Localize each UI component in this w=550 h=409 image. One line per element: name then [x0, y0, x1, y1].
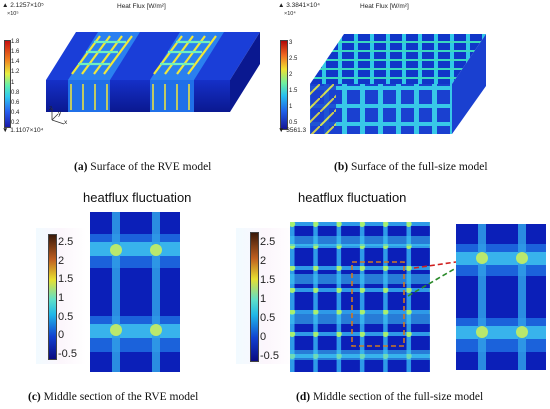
panel-a-min-label: ▼ 1.1107×10⁴	[2, 127, 44, 134]
colorbar-tick-label: 2.5	[289, 56, 298, 62]
colorbar-tick-label: 0.4	[11, 109, 20, 116]
panel-b-caption-text: Surface of the full-size model	[348, 161, 488, 173]
axis-label-z: z	[49, 105, 53, 112]
panel-c-caption-letter: (c)	[28, 391, 41, 403]
colorbar-tick-label: -0.5	[58, 348, 77, 360]
axis-triad-icon	[51, 108, 65, 125]
full-top-face	[310, 34, 486, 84]
panel-d-caption-letter: (d)	[296, 391, 311, 403]
axis-label-y: y	[58, 110, 62, 117]
panel-a-colorbar	[4, 40, 11, 128]
colorbar-tick-label: 2	[58, 254, 65, 267]
panel-b-full-size-surface	[310, 34, 486, 134]
colorbar-tick-label: 0.2	[11, 120, 20, 126]
colorbar-tick-label: 2.5	[58, 236, 74, 248]
rve-side-face	[230, 32, 260, 112]
rve-hot-stripes-right	[153, 35, 217, 75]
colorbar-tick-label: 1	[11, 79, 15, 86]
colorbar-tick-label: 2	[289, 72, 293, 78]
panel-a-caption-text: Surface of the RVE model	[87, 161, 212, 173]
panel-b-colorbar	[280, 40, 288, 130]
zoom-region-box	[351, 261, 405, 347]
colorbar-tick-label: 3	[289, 40, 293, 46]
panel-b-exponent: ×10⁴	[284, 11, 296, 17]
panel-b-max-label: ▲ 3.3841×10⁴	[278, 2, 320, 9]
panel-a-max-label: ▲ 2.1257×10⁵	[2, 2, 44, 9]
colorbar-tick-label: 0	[58, 329, 65, 342]
panel-b-colorbar-title: Heat Flux [W/m²]	[360, 3, 409, 10]
panel-b-caption-letter: (b)	[334, 161, 349, 173]
colorbar-tick-label: 1.5	[58, 273, 74, 286]
panel-d-zoomed-section	[456, 224, 546, 370]
rve-hot-stripes-left	[71, 35, 133, 75]
panel-d-colorbar	[250, 232, 259, 362]
panel-a-rve-surface	[46, 32, 260, 112]
rve-front-stripes	[70, 84, 190, 110]
panel-c-caption-text: Middle section of the RVE model	[40, 391, 199, 403]
panel-c-colorbar	[48, 234, 57, 360]
colorbar-tick-label: 1.5	[260, 274, 276, 286]
colorbar-tick-label: 1.4	[11, 59, 20, 66]
rve-front-band-right	[150, 80, 194, 112]
colorbar-tick-label: 1	[58, 292, 65, 304]
panel-c-title: heatflux fluctuation	[83, 190, 192, 205]
colorbar-tick-label: 0	[260, 331, 267, 343]
axis-label-x: x	[64, 119, 68, 126]
colorbar-tick-label: 1.8	[11, 39, 20, 45]
colorbar-tick-label: 1	[289, 104, 293, 110]
colorbar-tick-label: 0.6	[11, 99, 20, 106]
panel-b-caption: (b) Surface of the full-size model	[334, 161, 488, 173]
panel-d-caption-text: Middle section of the full-size model	[310, 391, 484, 403]
colorbar-tick-label: 1.2	[11, 69, 20, 76]
panel-d-title: heatflux fluctuation	[298, 190, 407, 205]
zoom-connector-lines	[407, 261, 457, 297]
colorbar-tick-label: 0.5	[289, 120, 298, 126]
panel-c-caption: (c) Middle section of the RVE model	[28, 391, 198, 403]
colorbar-tick-label: 0.5	[260, 312, 276, 324]
colorbar-tick-label: 1.6	[11, 49, 20, 56]
colorbar-tick-label: 0.8	[11, 89, 20, 96]
full-front-face	[310, 84, 452, 134]
panel-a-exponent: ×10⁵	[7, 11, 19, 17]
panel-c-bg-fade	[36, 228, 86, 364]
panel-b-min-label: ▼ 3561.3	[278, 127, 307, 134]
colorbar-tick-label: -0.5	[260, 350, 279, 362]
colorbar-tick-label: 1	[260, 293, 267, 305]
colorbar-tick-label: 0.5	[58, 310, 74, 323]
full-front-edge-stripes	[310, 84, 336, 134]
panel-c-rve-section	[90, 212, 180, 372]
panel-d-bg-fade	[236, 228, 296, 364]
panel-a-colorbar-title: Heat Flux [W/m²]	[117, 3, 166, 10]
colorbar-tick-label: 2	[260, 255, 267, 267]
full-side-face	[452, 34, 486, 134]
panel-a-caption-letter: (a)	[74, 161, 88, 173]
panel-d-full-size-section	[290, 222, 430, 372]
colorbar-tick-label: 2.5	[260, 236, 276, 248]
rve-front-band-left	[68, 80, 110, 112]
colorbar-tick-label: 1.5	[289, 88, 298, 94]
panel-a-caption: (a) Surface of the RVE model	[74, 161, 211, 173]
panel-d-caption: (d) Middle section of the full-size mode…	[296, 391, 483, 403]
